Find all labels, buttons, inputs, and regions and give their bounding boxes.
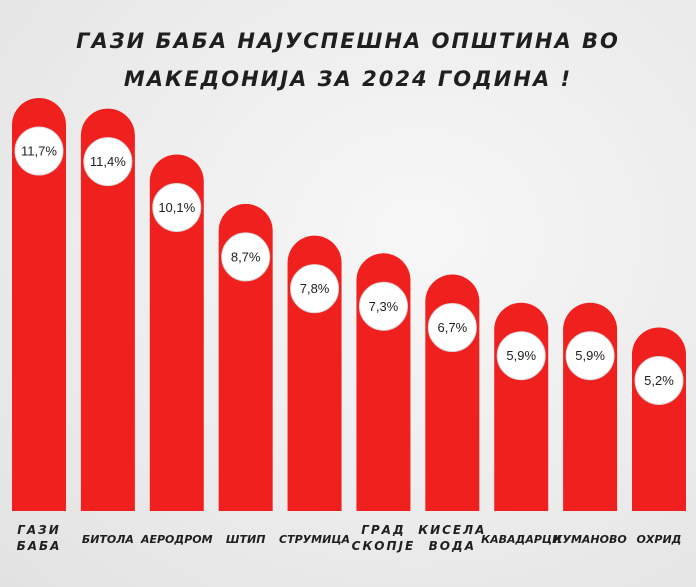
value-label: 6,7% [438,320,468,335]
value-badge [634,355,684,405]
value-badge [290,264,340,314]
bar [218,203,273,511]
value-badge [565,331,615,381]
bar-group: 11,4% БИТОЛА [80,108,135,546]
bar [80,108,135,511]
category-label: КИСЕЛА ВОДА [418,523,486,553]
bar [12,97,66,512]
value-label: 8,7% [231,249,261,264]
category-label: КУМАНОВО [553,533,626,546]
category-label: ШТИП [226,533,266,546]
category-label: ГАЗИ БАБА [17,523,62,553]
value-badge [496,331,546,381]
chart-title: ГАЗИ БАБА НАЈУСПЕШНА ОПШТИНА ВО МАКЕДОНИ… [0,22,696,98]
category-label: ОХРИД [637,533,682,546]
value-label: 5,9% [575,348,605,363]
category-label: БИТОЛА [82,533,134,546]
bar-group: 5,2% ОХРИД [632,327,686,546]
value-badge [358,281,408,331]
chart-title-line-1: ГАЗИ БАБА НАЈУСПЕШНА ОПШТИНА ВО [76,29,620,53]
bar [149,154,204,511]
bar-group: 8,7% ШТИП [218,203,273,546]
chart-title-line-2: МАКЕДОНИЈА ЗА 2024 ГОДИНА ! [123,67,573,91]
bar-group: 10,1% АЕРОДРОМ [140,154,213,546]
value-label: 11,7% [21,143,57,158]
category-label: АЕРОДРОМ [140,533,213,546]
bar-group: 5,9% КАВАДАРЦИ [481,302,561,546]
value-label: 5,2% [644,373,674,388]
value-label: 11,4% [90,154,126,169]
value-label: 5,9% [506,348,536,363]
value-label: 7,3% [369,299,399,314]
value-badge [83,137,133,187]
bar-group: 6,7% КИСЕЛА ВОДА [418,274,486,553]
value-label: 7,8% [300,281,330,296]
value-badge [14,126,64,176]
bar-group: 5,9% КУМАНОВО [553,302,627,546]
bar-group: 7,8% СТРУМИЦА [279,235,350,546]
value-badge [221,232,271,282]
bar-group: 11,7% ГАЗИ БАБА [12,97,66,553]
category-label: СТРУМИЦА [279,533,350,546]
bar-group: 7,3% ГРАД СКОПЈЕ [352,253,416,553]
category-label: ГРАД СКОПЈЕ [352,523,416,553]
category-label: КАВАДАРЦИ [481,533,561,546]
value-badge [427,302,477,352]
value-badge [152,182,202,232]
value-label: 10,1% [158,200,195,215]
bar [632,327,686,511]
